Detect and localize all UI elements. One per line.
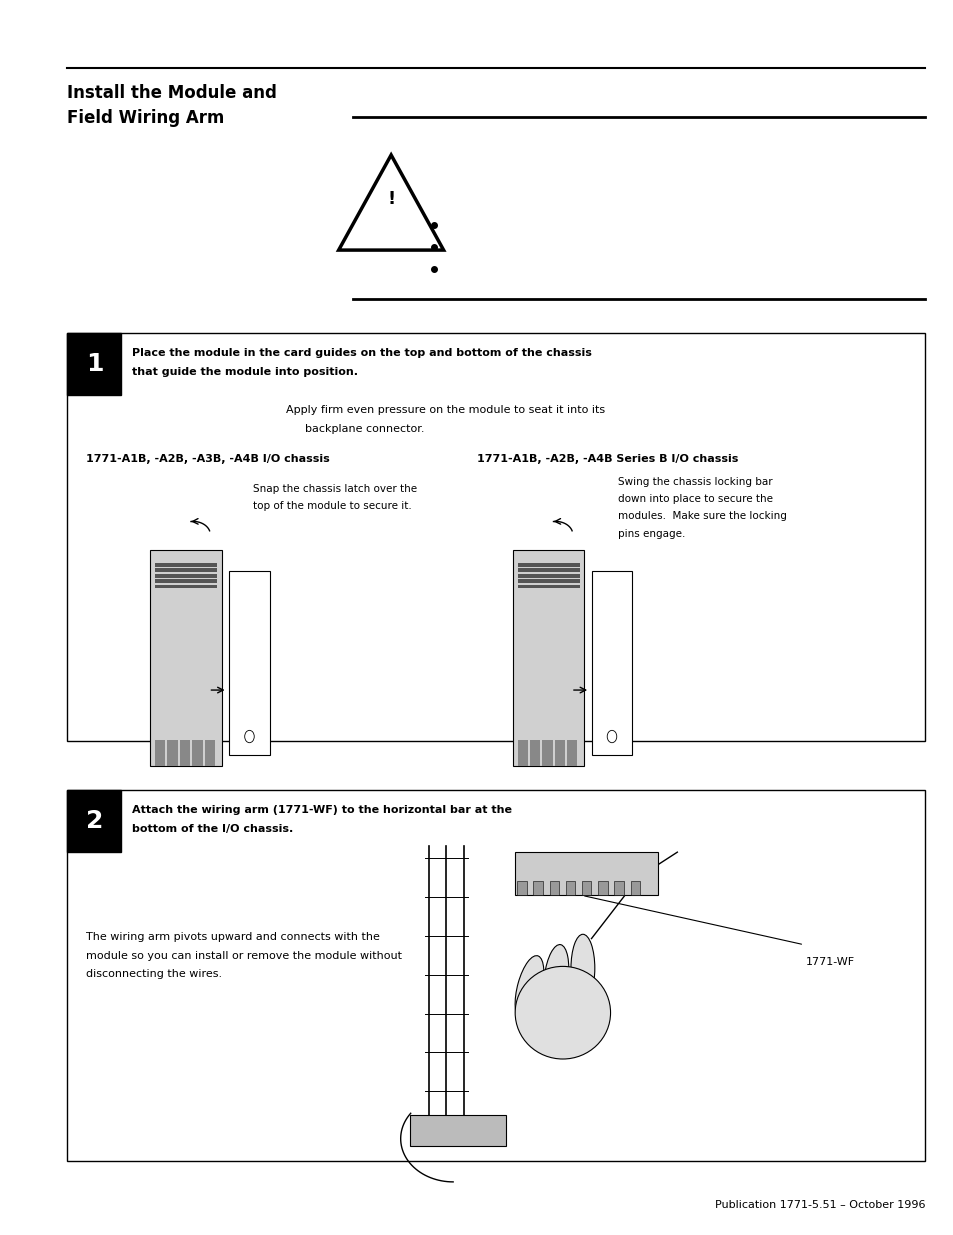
Bar [151,550,221,766]
Bar [591,572,631,755]
Bar [581,881,591,895]
Bar [517,584,578,589]
Text: Apply firm even pressure on the module to seat it into its: Apply firm even pressure on the module t… [286,405,605,415]
Text: bottom of the I/O chassis.: bottom of the I/O chassis. [132,824,293,834]
Text: module so you can install or remove the module without: module so you can install or remove the … [86,951,401,961]
Bar [67,790,121,852]
Text: Swing the chassis locking bar: Swing the chassis locking bar [618,477,772,487]
Bar [229,572,269,755]
Bar [566,740,577,766]
Bar [630,881,639,895]
Text: The wiring arm pivots upward and connects with the: The wiring arm pivots upward and connect… [86,932,379,942]
Text: that guide the module into position.: that guide the module into position. [132,367,357,377]
Text: 2: 2 [86,809,103,834]
Bar [614,881,623,895]
Bar [205,740,214,766]
Bar [154,584,216,589]
Bar [67,333,924,741]
Circle shape [244,730,253,742]
Text: down into place to secure the: down into place to secure the [618,494,772,504]
Bar [154,568,216,572]
Bar [517,574,578,578]
Bar [67,790,924,1161]
Bar [154,574,216,578]
Text: 1771-A1B, -A2B, -A3B, -A4B I/O chassis: 1771-A1B, -A2B, -A3B, -A4B I/O chassis [86,454,330,464]
Text: 1771-A1B, -A2B, -A4B Series B I/O chassis: 1771-A1B, -A2B, -A4B Series B I/O chassi… [476,454,738,464]
Bar [517,740,527,766]
Bar [598,881,607,895]
Bar [517,881,526,895]
Bar [410,1115,505,1146]
Bar [555,740,564,766]
Ellipse shape [515,966,610,1058]
Bar [541,740,552,766]
Bar [565,881,575,895]
Bar [515,852,658,895]
Text: Publication 1771-5.51 – October 1996: Publication 1771-5.51 – October 1996 [714,1200,924,1210]
Text: top of the module to secure it.: top of the module to secure it. [253,501,411,511]
Text: Place the module in the card guides on the top and bottom of the chassis: Place the module in the card guides on t… [132,348,591,358]
Bar [517,563,578,567]
Bar [512,550,583,766]
Text: 1771-WF: 1771-WF [805,957,854,967]
Ellipse shape [570,934,595,1003]
Ellipse shape [543,945,568,1011]
Bar [154,579,216,583]
Bar [529,740,539,766]
Text: backplane connector.: backplane connector. [305,424,424,433]
Bar [193,740,202,766]
Text: modules.  Make sure the locking: modules. Make sure the locking [618,511,786,521]
Text: Attach the wiring arm (1771-WF) to the horizontal bar at the: Attach the wiring arm (1771-WF) to the h… [132,805,511,815]
Circle shape [606,730,616,742]
Bar [517,579,578,583]
Text: Snap the chassis latch over the: Snap the chassis latch over the [253,484,416,494]
Bar [168,740,177,766]
Text: pins engage.: pins engage. [618,529,685,538]
Text: !: ! [387,190,395,209]
Bar [533,881,542,895]
Bar [517,568,578,572]
Bar [179,740,190,766]
Bar [154,740,165,766]
Text: Install the Module and
Field Wiring Arm: Install the Module and Field Wiring Arm [67,84,276,127]
Bar [67,333,121,395]
Ellipse shape [515,956,543,1020]
Bar [549,881,558,895]
Bar [154,563,216,567]
Text: 1: 1 [86,352,103,377]
Text: disconnecting the wires.: disconnecting the wires. [86,969,222,979]
